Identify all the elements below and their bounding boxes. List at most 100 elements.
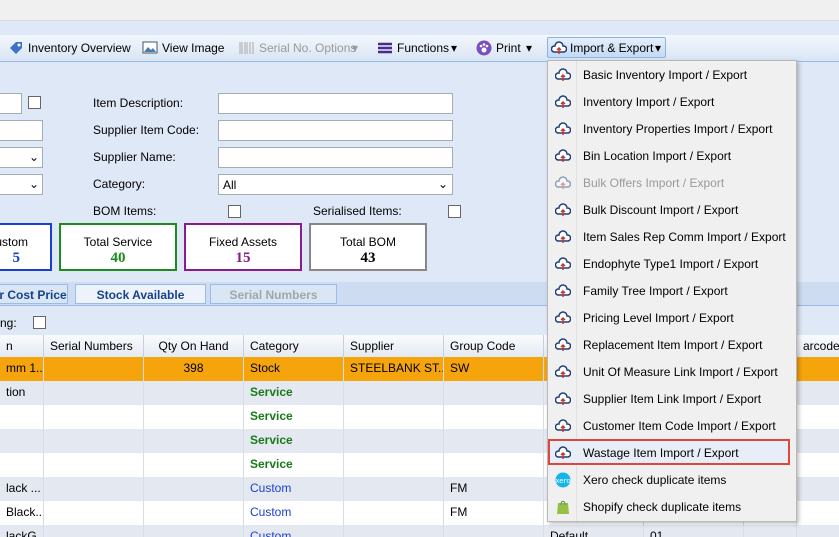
header-band <box>0 21 839 35</box>
menu-item[interactable]: Inventory Properties Import / Export <box>583 122 773 136</box>
table-cell: Custom <box>244 525 344 537</box>
toolbar-button[interactable]: Functions <box>397 41 450 55</box>
dropdown-arrow: ⌄ <box>28 150 39 164</box>
text-input[interactable] <box>0 120 43 141</box>
stat-box[interactable]: Fixed Assets 15 <box>184 223 302 271</box>
tab[interactable]: r Cost Price <box>0 284 68 304</box>
menu-item[interactable]: Xero check duplicate items <box>583 473 727 487</box>
checkbox[interactable] <box>228 205 241 218</box>
column-header[interactable]: Category <box>244 335 344 357</box>
text-input[interactable] <box>218 120 453 141</box>
table-cell <box>144 381 244 405</box>
stat-label: ustom <box>0 235 28 249</box>
menu-item[interactable]: Bulk Discount Import / Export <box>583 203 739 217</box>
menu-icon <box>555 68 571 81</box>
toolbar-button[interactable]: Print <box>496 41 521 55</box>
table-cell <box>44 501 144 525</box>
dropdown-arrow: ⌄ <box>28 177 39 191</box>
table-cell: Custom <box>244 477 344 501</box>
menu-item[interactable]: Supplier Item Link Import / Export <box>583 392 762 406</box>
menu-icon <box>555 446 571 459</box>
table-cell <box>344 405 444 429</box>
table-cell: Stock <box>244 357 344 381</box>
active-button[interactable] <box>547 37 666 58</box>
text-input[interactable] <box>218 93 453 114</box>
toolbar-button[interactable]: Serial No. Options <box>259 41 357 55</box>
text-input[interactable] <box>218 147 453 168</box>
stat-value: 15 <box>235 250 251 266</box>
dropdown-arrow: ▾ <box>451 41 458 55</box>
menu-item[interactable]: Inventory Import / Export <box>583 95 715 109</box>
table-cell <box>344 381 444 405</box>
table-cell: lackG <box>0 525 44 537</box>
stat-label: Fixed Assets <box>208 235 278 249</box>
select[interactable]: ⌄ <box>0 147 43 168</box>
table-cell <box>44 381 144 405</box>
select[interactable]: All ⌄ <box>218 174 453 195</box>
table-cell: Service <box>244 405 344 429</box>
field-label: Serialised Items: <box>313 204 402 218</box>
toolbar <box>0 35 839 62</box>
menu-item[interactable]: Pricing Level Import / Export <box>583 311 734 325</box>
stat-box[interactable]: Total Service 40 <box>59 223 177 271</box>
stat-label: Total BOM <box>339 235 396 249</box>
menu-item[interactable]: Endophyte Type1 Import / Export <box>583 257 759 271</box>
column-header[interactable]: n <box>0 335 44 357</box>
table-cell <box>444 405 544 429</box>
stat-box[interactable]: Total BOM 43 <box>309 223 427 271</box>
table-cell <box>44 429 144 453</box>
checkbox[interactable] <box>33 316 46 329</box>
menu-gutter <box>576 61 577 521</box>
table-cell <box>44 525 144 537</box>
menu-highlight <box>548 439 790 465</box>
menu-item[interactable]: Basic Inventory Import / Export <box>583 68 748 82</box>
table-cell <box>444 453 544 477</box>
column-header[interactable]: Qty On Hand <box>144 335 244 357</box>
field-label: BOM Items: <box>93 204 157 218</box>
menu-icon <box>555 419 571 432</box>
table-cell <box>797 357 839 381</box>
tab[interactable]: Serial Numbers <box>210 284 337 304</box>
menu-icon <box>555 122 571 135</box>
select[interactable]: ⌄ <box>0 174 43 195</box>
table-cell <box>797 381 839 405</box>
table-row[interactable] <box>0 525 839 537</box>
menu-item[interactable]: Customer Item Code Import / Export <box>583 419 776 433</box>
column-header[interactable]: Group Code <box>444 335 544 357</box>
tab[interactable]: Stock Available <box>75 284 206 304</box>
menu-icon <box>555 392 571 405</box>
menu-item[interactable]: Bin Location Import / Export <box>583 149 732 163</box>
table-cell <box>44 477 144 501</box>
toolbar-button[interactable]: Inventory Overview <box>28 41 131 55</box>
table-cell: lack ... <box>0 477 44 501</box>
menu-icon <box>555 338 571 351</box>
checkbox[interactable] <box>28 96 41 109</box>
column-header[interactable]: Serial Numbers <box>44 335 144 357</box>
table-cell <box>797 477 839 501</box>
text-input[interactable] <box>0 93 22 114</box>
menu-item[interactable]: Bulk Offers Import / Export <box>583 176 725 190</box>
table-cell: Service <box>244 381 344 405</box>
menu-item[interactable]: Wastage Item Import / Export <box>583 446 739 460</box>
stat-box[interactable]: ustom5 <box>0 223 52 271</box>
table-cell: STEELBANK ST... <box>344 357 444 381</box>
menu-item[interactable]: Unit Of Measure Link Import / Export <box>583 365 778 379</box>
table-cell <box>144 477 244 501</box>
toolbar-button[interactable]: View Image <box>162 41 225 55</box>
menu-item[interactable]: Shopify check duplicate items <box>583 500 742 514</box>
toolbar-button[interactable]: Import & Export <box>570 41 654 55</box>
column-header[interactable]: arcode <box>797 335 839 357</box>
select-value: All <box>223 178 237 192</box>
menu-item[interactable]: Family Tree Import / Export <box>583 284 728 298</box>
menu-item[interactable]: Replacement Item Import / Export <box>583 338 763 352</box>
table-cell <box>144 453 244 477</box>
stat-value: 5 <box>12 250 21 266</box>
stat-value: 43 <box>360 250 376 266</box>
barcode-icon <box>239 42 254 54</box>
checkbox[interactable] <box>448 205 461 218</box>
cloud-icon <box>551 41 567 54</box>
table-cell <box>144 405 244 429</box>
column-header[interactable]: Supplier <box>344 335 444 357</box>
dropdown-arrow: ▾ <box>655 41 662 55</box>
menu-item[interactable]: Item Sales Rep Comm Import / Export <box>583 230 786 244</box>
